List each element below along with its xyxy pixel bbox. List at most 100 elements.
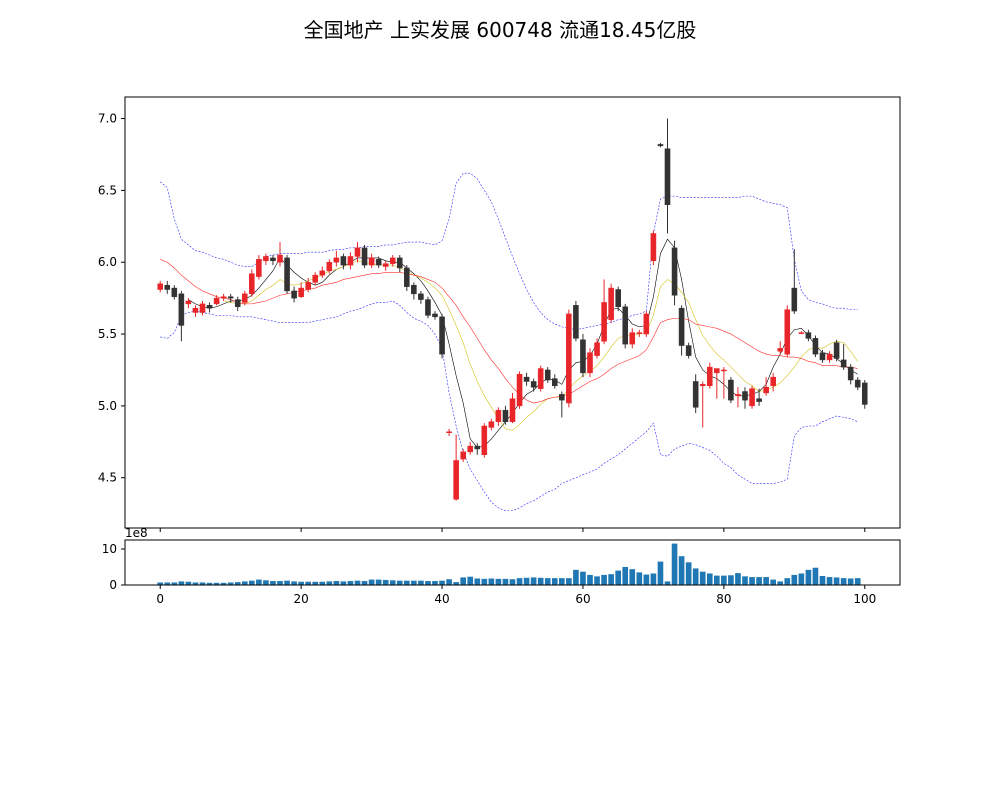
candle-body (312, 274, 319, 283)
candle-body (770, 376, 776, 387)
volume-bar (551, 578, 558, 585)
candle-body (671, 247, 678, 296)
volume-bar (580, 571, 586, 585)
candle-body (460, 451, 466, 460)
candle-body (333, 257, 340, 263)
candle-body (594, 342, 600, 356)
candle-body (537, 368, 544, 389)
volume-bar (481, 578, 488, 585)
candle-body (601, 302, 607, 342)
volume-bar (185, 581, 192, 585)
volume-bar (206, 582, 213, 585)
candle-body (488, 421, 495, 428)
volume-bar (544, 578, 551, 585)
volume-bar (636, 572, 643, 585)
volume-bar (298, 581, 304, 585)
candle-body (523, 376, 530, 382)
candle-body (411, 284, 417, 295)
volume-bar (537, 577, 544, 585)
candle-body (608, 287, 614, 320)
candle-body (234, 299, 241, 308)
volume-bar (418, 580, 424, 585)
x-tick-label: 20 (293, 592, 308, 606)
volume-bar (502, 578, 509, 585)
volume-bar (692, 568, 699, 585)
candle-body (319, 270, 326, 276)
volume-bar (678, 556, 685, 585)
volume-bar (763, 577, 769, 585)
candle-body (396, 257, 403, 269)
candle-body (826, 353, 833, 361)
volume-y-tick-label: 10 (102, 542, 117, 556)
volume-bar (559, 578, 565, 585)
overlay-line-2 (223, 260, 858, 431)
candle-body (643, 313, 650, 335)
candle-body (861, 382, 868, 405)
x-tick-label: 40 (434, 592, 449, 606)
volume-bar (664, 581, 671, 585)
candle-body (812, 338, 819, 355)
volume-bar (706, 573, 713, 585)
candle-body (714, 368, 720, 374)
volume-bar (812, 567, 819, 585)
volume-bar (192, 582, 199, 585)
volume-bar (249, 580, 255, 585)
volume-bar (375, 579, 382, 585)
volume-bar (728, 575, 734, 585)
volume-bar (629, 569, 636, 585)
volume-bar (566, 578, 572, 585)
candle-body (375, 259, 382, 266)
volume-bar (263, 580, 269, 585)
y-tick-label: 5.0 (98, 399, 117, 413)
volume-bar (671, 543, 678, 585)
candle-body (474, 445, 481, 450)
candle-body (340, 256, 347, 266)
volume-bar (523, 577, 530, 585)
candle-body (756, 398, 762, 402)
overlay-line-3 (160, 259, 858, 404)
volume-bar (213, 582, 220, 585)
volume-bar (326, 581, 333, 585)
chart-title: 全国地产 上实发展 600748 流通18.45亿股 (303, 18, 697, 42)
volume-bar (396, 580, 403, 585)
volume-bar (742, 576, 748, 585)
volume-bar (171, 582, 178, 585)
volume-axis-offset-label: 1e8 (125, 526, 148, 540)
volume-bar (685, 562, 692, 585)
volume-bar (446, 579, 452, 585)
volume-bar (178, 581, 185, 585)
volume-bar (798, 573, 805, 585)
candle-body (382, 263, 389, 267)
volume-bar (432, 581, 438, 585)
volume-bar (439, 580, 445, 585)
volume-bar (805, 569, 812, 585)
y-tick-label: 4.5 (98, 471, 117, 485)
candle-body (798, 332, 805, 334)
candle-body (227, 296, 234, 299)
volume-bar (749, 577, 755, 585)
x-tick-label: 100 (853, 592, 876, 606)
candle-body (699, 384, 706, 387)
candle-body (439, 316, 445, 355)
price-plot-frame (124, 96, 901, 529)
candle-body (171, 287, 178, 297)
volume-bar (256, 579, 262, 585)
candle-body (368, 257, 375, 266)
candle-body (354, 247, 361, 257)
y-tick-label: 5.5 (98, 327, 117, 341)
volume-y-tick-label: 0 (109, 578, 117, 592)
candle-body (277, 254, 283, 263)
candle-body (220, 296, 227, 299)
x-tick-label: 60 (575, 592, 590, 606)
volume-bar (453, 582, 459, 585)
volume-bar (650, 573, 657, 585)
volume-bar (234, 582, 241, 585)
volume-bar (425, 581, 431, 585)
candle-body (544, 369, 551, 381)
candle-body (678, 307, 685, 346)
volume-bar (573, 569, 579, 585)
candle-body (495, 409, 502, 422)
candle-body (361, 247, 368, 266)
candle-body (199, 303, 206, 313)
